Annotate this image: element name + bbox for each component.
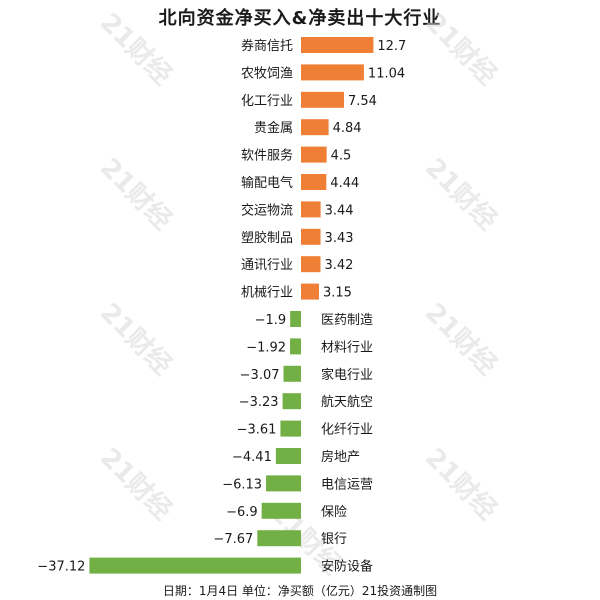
value-label: −3.07	[240, 368, 280, 383]
watermark-text: 21财经	[419, 152, 503, 236]
value-label: −6.13	[222, 477, 262, 492]
bar-14	[282, 393, 301, 410]
bar-6	[301, 174, 327, 190]
bar-3	[301, 91, 344, 108]
value-label: 3.42	[324, 258, 353, 273]
bar-10	[301, 283, 319, 300]
value-label: 7.54	[348, 94, 377, 109]
category-label: 通讯行业	[241, 258, 293, 273]
category-label: 家电行业	[321, 367, 373, 383]
category-label: 安防设备	[321, 559, 373, 575]
category-label: 软件服务	[241, 148, 293, 164]
bars-layer	[89, 37, 374, 574]
category-label: 保险	[321, 505, 347, 520]
value-label: 12.7	[377, 39, 406, 54]
value-label: 3.44	[325, 203, 354, 218]
watermark-text: 21财经	[94, 7, 178, 91]
watermark-text: 21财经	[419, 442, 503, 526]
bar-15	[280, 420, 301, 437]
bar-2	[301, 64, 364, 81]
watermark-text: 21财经	[94, 152, 178, 236]
watermark-text: 21财经	[419, 297, 503, 381]
bar-18	[261, 502, 301, 519]
category-label: 化工行业	[241, 94, 293, 109]
value-label: −7.67	[213, 532, 253, 547]
watermark-text: 21财经	[94, 442, 178, 526]
bar-19	[257, 530, 301, 547]
bar-11	[290, 311, 301, 327]
bar-20	[89, 557, 301, 574]
category-label: 农牧饲渔	[241, 66, 293, 81]
value-label: 4.44	[330, 176, 359, 191]
value-label: −37.12	[37, 560, 85, 575]
bar-8	[301, 228, 321, 245]
chart-footer: 日期：1月4日 单位：净买额（亿元）21投资通制图	[162, 584, 438, 598]
value-label: 3.43	[325, 231, 354, 246]
labels-layer: 券商信托 12.7 农牧饲渔 11.04 化工行业 7.54 贵金属 4.84 软件服务 4.5 输…	[37, 38, 406, 575]
category-label: 交运物流	[241, 202, 293, 218]
category-label: 银行	[321, 532, 347, 547]
category-label: 机械行业	[241, 286, 293, 301]
value-label: −1.92	[246, 340, 286, 355]
category-label: 塑胶制品	[241, 230, 293, 246]
bar-16	[275, 448, 301, 464]
value-label: −1.9	[255, 313, 287, 328]
category-label: 材料行业	[321, 340, 373, 355]
category-label: 电信运营	[321, 477, 373, 492]
category-label: 贵金属	[254, 120, 293, 136]
watermark-text: 21财经	[94, 297, 178, 381]
category-label: 房地产	[321, 449, 360, 465]
value-label: −3.61	[237, 423, 277, 438]
value-label: 4.5	[331, 149, 352, 164]
value-label: 3.15	[323, 286, 352, 301]
bar-9	[301, 256, 321, 273]
category-label: 输配电气	[241, 175, 293, 191]
bar-4	[301, 119, 329, 136]
category-label: 航天航空	[321, 394, 373, 410]
value-label: −3.23	[239, 395, 279, 410]
bar-17	[266, 475, 301, 492]
value-label: 11.04	[368, 66, 405, 81]
value-label: 4.84	[333, 121, 362, 136]
value-label: −6.9	[226, 505, 258, 520]
chart-title: 北向资金净买入&净卖出十大行业	[158, 8, 442, 29]
category-label: 化纤行业	[321, 423, 373, 438]
bar-7	[301, 201, 321, 218]
bar-12	[290, 338, 301, 355]
category-label: 医药制造	[321, 313, 373, 328]
bar-5	[301, 146, 327, 163]
bar-1	[301, 37, 374, 53]
bar-13	[283, 365, 301, 382]
watermark-text: 21财经	[419, 7, 503, 91]
value-label: −4.41	[232, 450, 272, 465]
category-label: 券商信托	[241, 38, 293, 54]
